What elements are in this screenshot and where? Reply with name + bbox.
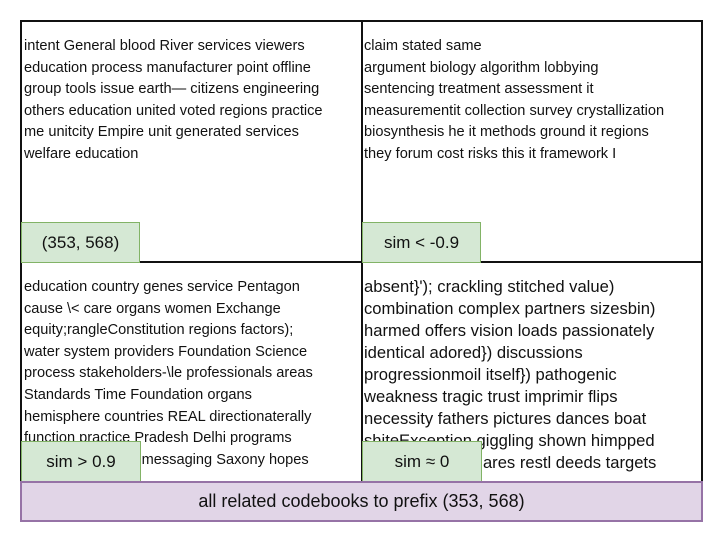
- tag-similarity-negative: sim < -0.9: [362, 222, 481, 263]
- text-line: water system providers Foundation Scienc…: [24, 343, 308, 360]
- tag-prefix-coordinates: (353, 568): [21, 222, 140, 263]
- text-line: sentencing treatment assessment it: [364, 81, 594, 98]
- text-line: harmed offers vision loads passionately: [364, 321, 655, 340]
- text-line: lares restl deeds targets: [364, 453, 657, 472]
- text-line: messaging Saxony hopes: [24, 451, 309, 468]
- text-line: welfare education: [24, 145, 139, 162]
- text-line: progressionmoil itself}) pathogenic: [364, 365, 617, 384]
- text-line: measurementit collection survey crystall…: [364, 102, 665, 119]
- text-line: Standards Time Foundation organs: [24, 386, 252, 403]
- text-line: they forum cost risks this it framework …: [364, 145, 617, 162]
- tag-similarity-positive: sim > 0.9: [21, 441, 141, 483]
- text-line: equity;rangleConstitution regions factor…: [24, 322, 294, 339]
- panel-top-right: claim stated same argument biology algor…: [361, 20, 703, 263]
- text-line: intent General blood River services view…: [24, 38, 305, 54]
- text-line: necessity fathers pictures dances boat: [364, 409, 647, 428]
- text-line: hemisphere countries REAL directionatera…: [24, 408, 312, 425]
- panel-text: absent}'); crackling stitched value) com…: [364, 276, 656, 474]
- panel-text: intent General blood River services view…: [24, 36, 323, 166]
- text-line: cause \< care organs women Exchange: [24, 300, 281, 317]
- caption-bar: all related codebooks to prefix (353, 56…: [20, 481, 703, 522]
- text-line: process stakeholders-\le professionals a…: [24, 365, 313, 382]
- text-line: weakness tragic trust imprimir flips: [364, 387, 618, 406]
- text-line: absent}'); crackling stitched value): [364, 277, 615, 296]
- text-line: me unitcity Empire unit generated servic…: [24, 124, 299, 141]
- text-line: identical adored}) discussions: [364, 343, 583, 362]
- text-line: claim stated same: [364, 38, 482, 54]
- text-line: others education united voted regions pr…: [24, 102, 323, 119]
- text-line: combination complex partners sizesbin): [364, 299, 656, 318]
- text-line: biosynthesis he it methods ground it reg…: [364, 124, 649, 141]
- tag-similarity-zero: sim ≈ 0: [362, 441, 482, 483]
- text-line: group tools issue earth— citizens engine…: [24, 81, 320, 98]
- text-line: education process manufacturer point off…: [24, 59, 311, 76]
- panel-text: claim stated same argument biology algor…: [364, 36, 664, 166]
- text-line: argument biology algorithm lobbying: [364, 59, 599, 76]
- text-line: education country genes service Pentagon: [24, 279, 300, 295]
